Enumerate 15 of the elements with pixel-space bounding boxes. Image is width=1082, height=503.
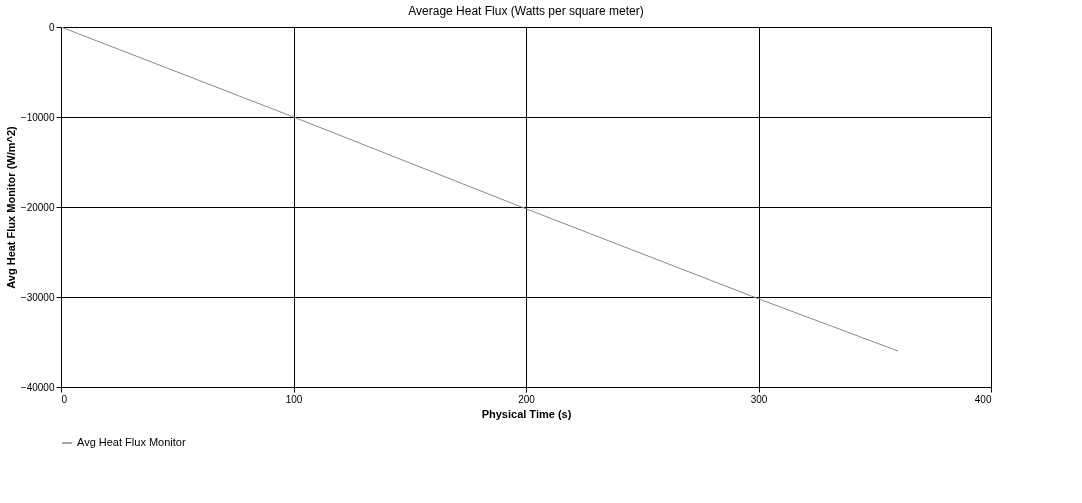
x-tick-label: 0 (61, 393, 68, 405)
y-axis-title: Avg Heat Flux Monitor (W/m^2) (4, 125, 17, 289)
legend-label: Avg Heat Flux Monitor (77, 436, 186, 448)
y-tick-label: −10000 (20, 111, 55, 123)
y-tick-label: −20000 (20, 201, 55, 213)
x-tick-label: 300 (750, 393, 768, 405)
x-tick-label: 400 (974, 393, 992, 405)
line-series (60, 26, 899, 352)
y-tick-label: −40000 (20, 381, 55, 393)
y-tick-label: 0 (48, 21, 55, 33)
x-axis-title: Physical Time (s) (481, 407, 572, 420)
x-tick-label: 200 (518, 393, 536, 405)
y-tick-label: −30000 (20, 291, 55, 303)
x-tick-label: 100 (285, 393, 303, 405)
chart-title: Average Heat Flux (Watts per square meter) (408, 4, 644, 18)
